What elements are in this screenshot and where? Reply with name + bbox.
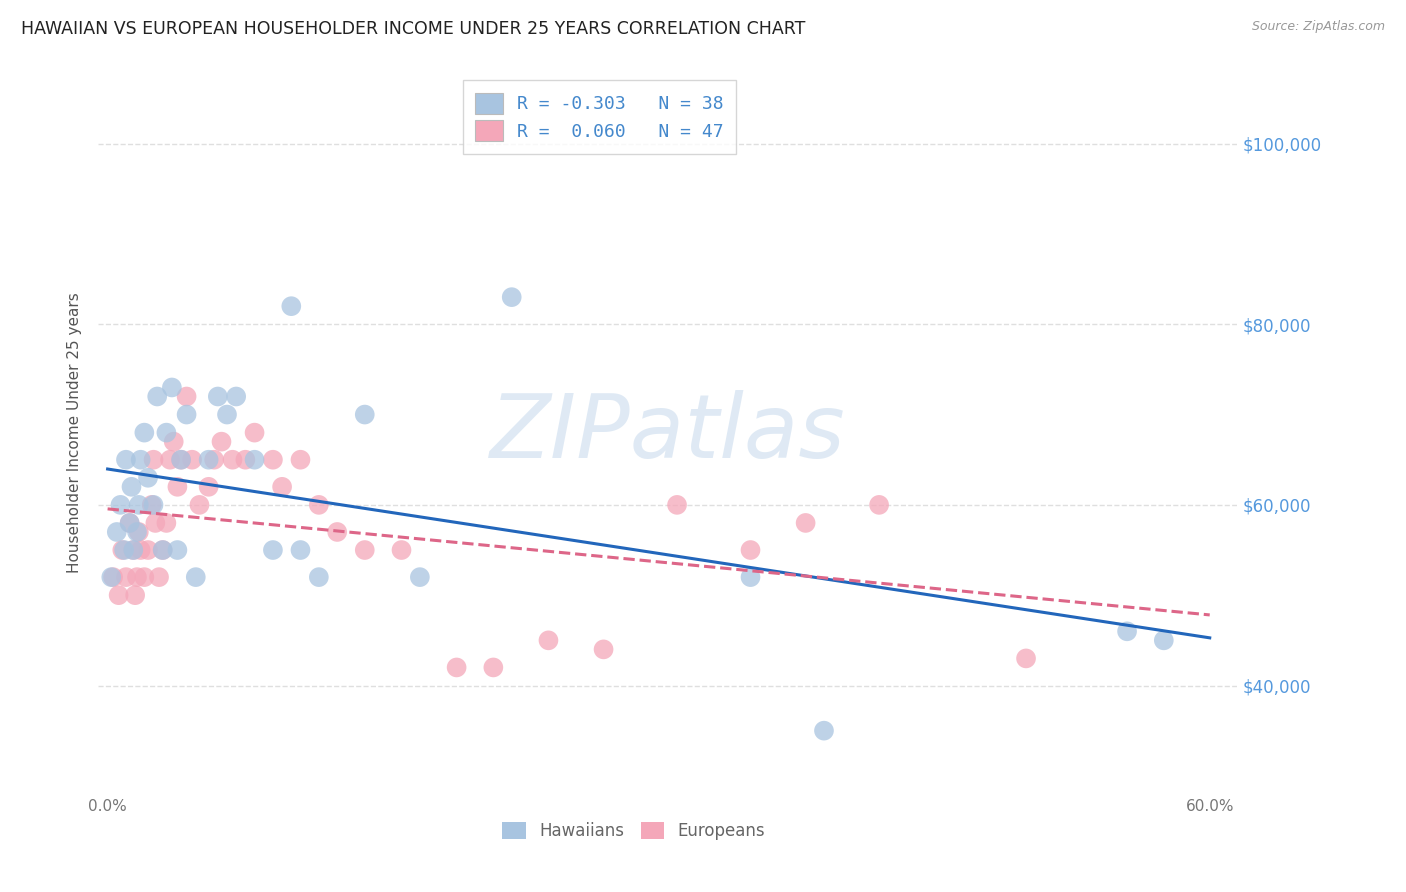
Point	[155, 516, 177, 530]
Point	[122, 543, 145, 558]
Point	[101, 570, 124, 584]
Point	[142, 452, 165, 467]
Point	[134, 425, 156, 440]
Point	[146, 390, 169, 404]
Point	[115, 452, 138, 467]
Point	[592, 642, 614, 657]
Point	[100, 570, 122, 584]
Point	[326, 524, 349, 539]
Point	[482, 660, 505, 674]
Point	[118, 516, 141, 530]
Point	[118, 516, 141, 530]
Point	[128, 498, 150, 512]
Point	[107, 588, 129, 602]
Point	[353, 408, 375, 422]
Point	[353, 543, 375, 558]
Point	[409, 570, 432, 584]
Point	[740, 543, 762, 558]
Point	[129, 452, 152, 467]
Point	[125, 524, 148, 539]
Point	[197, 480, 219, 494]
Point	[211, 434, 233, 449]
Point	[446, 660, 468, 674]
Point	[271, 480, 294, 494]
Point	[868, 498, 890, 512]
Point	[794, 516, 817, 530]
Point	[243, 452, 266, 467]
Point	[280, 299, 302, 313]
Point	[235, 452, 257, 467]
Point	[134, 570, 156, 584]
Point	[391, 543, 413, 558]
Point	[141, 498, 163, 512]
Point	[225, 390, 247, 404]
Point	[160, 380, 183, 394]
Point	[176, 390, 198, 404]
Point	[115, 570, 138, 584]
Point	[112, 543, 135, 558]
Point	[666, 498, 689, 512]
Point	[170, 452, 193, 467]
Point	[125, 570, 148, 584]
Point	[128, 524, 150, 539]
Point	[148, 570, 170, 584]
Point	[197, 452, 219, 467]
Point	[1153, 633, 1175, 648]
Point	[1116, 624, 1139, 639]
Point	[110, 498, 132, 512]
Point	[740, 570, 762, 584]
Point	[155, 425, 177, 440]
Point	[1015, 651, 1038, 665]
Point	[170, 452, 193, 467]
Y-axis label: Householder Income Under 25 years: Householder Income Under 25 years	[67, 293, 83, 573]
Point	[262, 543, 284, 558]
Text: HAWAIIAN VS EUROPEAN HOUSEHOLDER INCOME UNDER 25 YEARS CORRELATION CHART: HAWAIIAN VS EUROPEAN HOUSEHOLDER INCOME …	[21, 20, 806, 37]
Point	[207, 390, 229, 404]
Text: ZIPatlas: ZIPatlas	[491, 390, 845, 475]
Point	[111, 543, 134, 558]
Point	[176, 408, 198, 422]
Point	[124, 588, 146, 602]
Point	[142, 498, 165, 512]
Point	[181, 452, 204, 467]
Legend: Hawaiians, Europeans: Hawaiians, Europeans	[496, 815, 772, 847]
Point	[136, 543, 159, 558]
Point	[262, 452, 284, 467]
Point	[290, 452, 312, 467]
Point	[129, 543, 152, 558]
Point	[122, 543, 145, 558]
Point	[537, 633, 560, 648]
Point	[152, 543, 174, 558]
Point	[159, 452, 181, 467]
Text: Source: ZipAtlas.com: Source: ZipAtlas.com	[1251, 20, 1385, 33]
Point	[136, 471, 159, 485]
Point	[308, 498, 330, 512]
Point	[221, 452, 243, 467]
Point	[202, 452, 225, 467]
Point	[813, 723, 835, 738]
Point	[308, 570, 330, 584]
Point	[184, 570, 207, 584]
Point	[145, 516, 167, 530]
Point	[121, 480, 143, 494]
Point	[105, 524, 128, 539]
Point	[163, 434, 186, 449]
Point	[152, 543, 174, 558]
Point	[215, 408, 238, 422]
Point	[188, 498, 211, 512]
Point	[243, 425, 266, 440]
Point	[290, 543, 312, 558]
Point	[501, 290, 523, 304]
Point	[166, 543, 188, 558]
Point	[166, 480, 188, 494]
